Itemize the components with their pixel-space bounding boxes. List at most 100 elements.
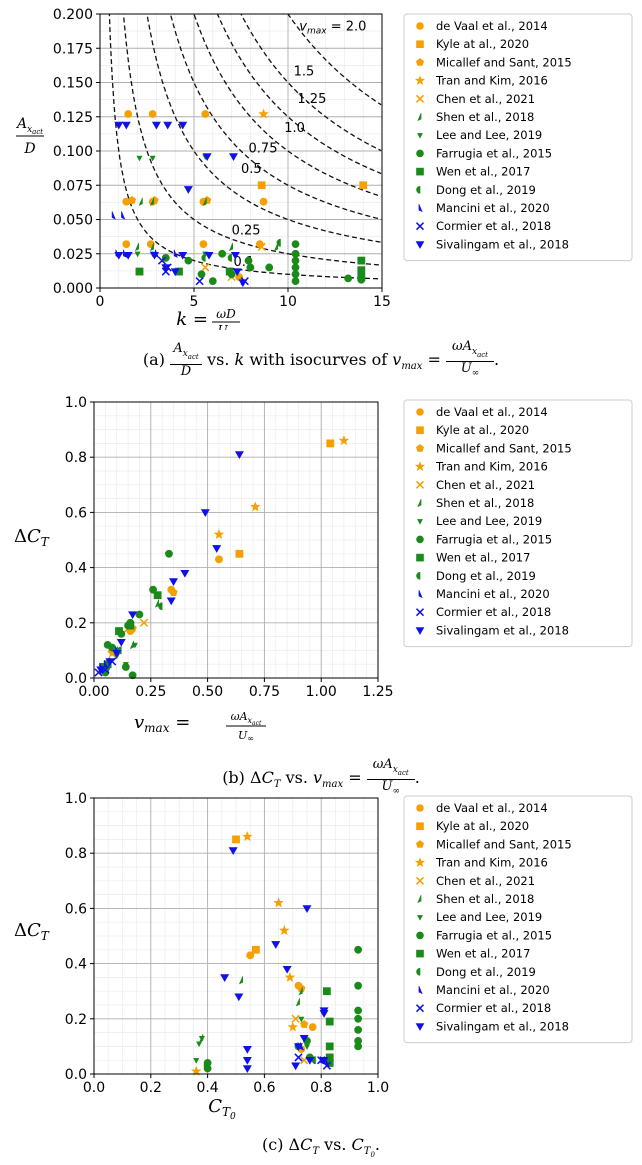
a-ytick-label: 0.150 [53, 76, 93, 92]
a-legend-marker [415, 222, 425, 231]
b-legend-label: Tran and Kim, 2016 [435, 460, 548, 474]
c-legend-marker [414, 857, 426, 867]
a-ylabel: Axact D [15, 116, 44, 157]
c-legend-marker [415, 1023, 425, 1031]
a-data-point [123, 251, 133, 260]
a-data-point [163, 121, 173, 130]
c-ylabel: ΔCT [14, 920, 50, 943]
c-data-point [354, 1006, 363, 1015]
b-grid [93, 401, 379, 679]
a-data-point [173, 249, 178, 258]
b-data-point [96, 666, 106, 675]
b-legend-marker [417, 519, 423, 525]
a-data-point [114, 121, 124, 130]
a-data-point [225, 267, 234, 276]
b-data-point [326, 439, 335, 448]
a-legend-label: de Vaal et al., 2014 [436, 19, 548, 33]
a-points [111, 108, 368, 288]
a-legend-label: Lee and Lee, 2019 [436, 128, 542, 142]
a-data-point [228, 242, 233, 252]
a-data-point [246, 263, 255, 272]
a-legend-marker [416, 167, 424, 176]
c-xtick-label: 0.8 [310, 1080, 332, 1096]
a-legend-label: Chen et al., 2021 [436, 92, 535, 106]
caption-a: (a) Axact D vs. k with isocurves of vmax … [142, 339, 500, 379]
c-legend-marker [416, 949, 424, 958]
a-legend-label: Micallef and Sant, 2015 [436, 55, 572, 69]
c-data-point [294, 1053, 303, 1062]
b-legend-marker [417, 499, 422, 508]
c-data-point [284, 971, 296, 982]
c-data-point [354, 945, 363, 954]
b-data-point [103, 640, 112, 649]
a-data-point [121, 121, 131, 130]
c-points [190, 831, 363, 1076]
a-xtick-label: 15 [373, 294, 391, 310]
a-data-point [265, 263, 274, 272]
b-legend-marker [418, 590, 423, 599]
svg-text:U∞: U∞ [218, 323, 235, 330]
c-xtick-label: 0.4 [196, 1080, 218, 1096]
c-data-point [319, 1057, 329, 1065]
c-data-point [196, 1041, 203, 1048]
svg-text:vmax =: vmax = [134, 712, 190, 735]
a-data-point [359, 181, 368, 190]
c-data-point [203, 1061, 208, 1070]
b-data-point [112, 649, 122, 658]
a-data-point [124, 110, 133, 118]
b-data-point [165, 549, 173, 558]
a-legend-label: Dong et al., 2019 [436, 183, 536, 197]
a-legend-marker [415, 58, 425, 66]
b-data-point [135, 610, 144, 619]
c-legend-frame [403, 795, 633, 1044]
c-data-point [293, 1043, 303, 1051]
c-xtick-label: 1.0 [367, 1080, 389, 1096]
a-legend-marker [418, 204, 423, 213]
a-data-point [202, 153, 212, 162]
a-data-point [199, 240, 208, 249]
b-data-point [128, 671, 137, 680]
a-xtick-label: 0 [96, 294, 105, 310]
a-data-point [259, 197, 268, 206]
c-legend-label: Chen et al., 2021 [436, 874, 535, 888]
a-legend-label: Wen et al., 2017 [436, 165, 530, 179]
a-data-point [357, 256, 366, 265]
a-data-point [170, 268, 180, 277]
a-legend-label: Sivalingam et al., 2018 [436, 237, 569, 251]
a-isocurve [169, 14, 382, 220]
c-xtick-label: 0.0 [83, 1080, 105, 1096]
a-isocurve-label: 0.25 [232, 224, 261, 239]
a-legend-marker [416, 22, 424, 30]
b-points [94, 435, 350, 680]
a-data-point [157, 256, 167, 265]
b-ytick-label: 0.6 [65, 505, 87, 521]
a-data-point [238, 279, 248, 288]
b-legend-frame [403, 399, 633, 648]
a-isocurve-label: 1.0 [284, 121, 305, 136]
a-legend: de Vaal et al., 2014 Kyle at al., 2020 Mic… [403, 13, 633, 262]
c-data-point [190, 1065, 202, 1076]
c-ytick-label: 1.0 [65, 791, 87, 807]
chart-a: 0 5 10 15 0.000 0.025 0.050 0.075 0.100 0.125 0.15… [15, 7, 633, 338]
b-data-point [234, 451, 244, 459]
b-ytick-label: 0.8 [65, 450, 87, 466]
c-xlabel: CT0 [208, 1096, 236, 1122]
a-data-point [149, 242, 155, 252]
c-data-point [273, 897, 284, 908]
a-data-point [291, 256, 300, 265]
c-legend-label: Lee and Lee, 2019 [436, 910, 542, 924]
svg-text:ΔCT: ΔCT [14, 920, 50, 943]
c-data-point [354, 1042, 363, 1051]
b-xtick-label: 0.25 [135, 684, 166, 700]
a-ytick-label: 0.050 [53, 213, 93, 229]
panel-a: 0 5 10 15 0.000 0.025 0.050 0.075 0.100 0.125 0.15… [0, 0, 642, 375]
c-data-point [232, 835, 240, 844]
c-ytick-label: 0.4 [65, 957, 87, 973]
b-data-point [115, 627, 123, 635]
a-ytick-label: 0.000 [53, 281, 93, 297]
c-ytick-label: 0.8 [65, 846, 87, 862]
b-legend-label: Chen et al., 2021 [436, 478, 535, 492]
a-legend-marker [416, 40, 424, 49]
b-data-point [139, 618, 149, 627]
c-legend-label: Shen et al., 2018 [436, 892, 534, 906]
